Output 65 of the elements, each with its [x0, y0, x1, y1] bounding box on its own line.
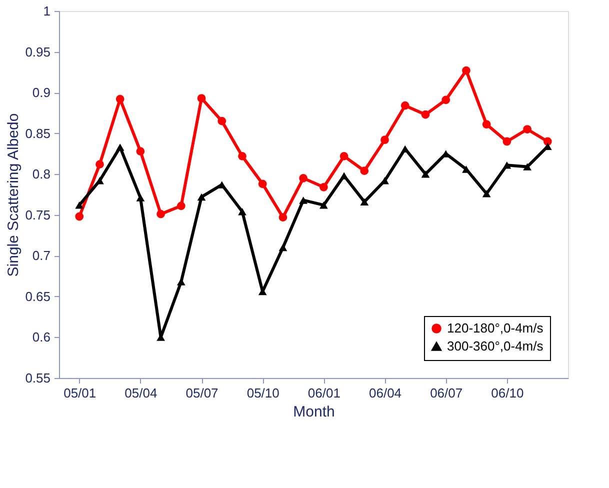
point: [340, 172, 348, 180]
y-tick-label: 0.95: [25, 44, 50, 60]
point: [116, 94, 124, 104]
x-tick-label: 06/04: [368, 386, 402, 400]
y-tick-label: 0.55: [25, 370, 50, 386]
point: [523, 125, 532, 134]
point: [238, 208, 246, 216]
point: [75, 212, 84, 221]
x-tick-label: 05/07: [186, 386, 218, 400]
y-tick-label: 0.7: [32, 248, 50, 264]
point: [462, 166, 470, 173]
point: [278, 244, 288, 252]
point: [360, 198, 369, 206]
y-tick-label: 0.9: [32, 85, 50, 100]
point: [421, 170, 430, 178]
x-axis-title: Month: [293, 404, 335, 420]
x-tick-label: 05/04: [124, 386, 158, 400]
point: [96, 177, 104, 184]
point: [218, 181, 226, 188]
point: [197, 193, 206, 201]
point: [278, 213, 288, 222]
point: [136, 194, 145, 202]
point: [96, 160, 104, 168]
point: [543, 137, 552, 146]
x-tick-label: 06/07: [430, 386, 463, 400]
point: [400, 145, 410, 152]
point: [442, 96, 450, 104]
point: [360, 166, 369, 176]
point: [482, 190, 491, 198]
legend-label: 300-360°,0-4m/s: [447, 338, 544, 354]
y-tick-label: 0.75: [25, 207, 50, 222]
point: [482, 120, 491, 129]
point: [197, 94, 206, 102]
point: [462, 66, 470, 75]
y-tick-label: 0.65: [25, 288, 50, 304]
y-tick-label: 1: [43, 4, 50, 18]
point: [75, 201, 84, 209]
point: [176, 278, 186, 286]
point: [116, 144, 124, 151]
point: [299, 196, 308, 204]
point: [380, 136, 389, 144]
point: [502, 162, 512, 169]
point: [156, 210, 165, 218]
point: [421, 110, 430, 119]
y-tick-label: 0.85: [25, 126, 50, 141]
x-tick-label: 06/10: [491, 386, 524, 400]
legend-label: 120-180°,0-4m/s: [447, 320, 544, 336]
point: [299, 174, 308, 182]
point: [400, 101, 410, 110]
point: [340, 152, 348, 160]
y-tick-label: 0.8: [32, 166, 50, 182]
point: [319, 201, 328, 209]
point: [176, 202, 186, 210]
point: [258, 180, 267, 188]
x-tick-label: 05/01: [64, 386, 96, 400]
x-tick-label: 05/10: [246, 386, 280, 400]
point: [523, 163, 532, 170]
point: [319, 182, 328, 192]
y-axis-title: Single Scattering Albedo: [5, 113, 22, 277]
point: [238, 152, 246, 160]
point: [136, 147, 145, 156]
point: [218, 116, 226, 126]
point: [502, 137, 512, 146]
x-tick-label: 06/01: [308, 386, 340, 400]
y-tick-label: 0.6: [32, 330, 50, 345]
